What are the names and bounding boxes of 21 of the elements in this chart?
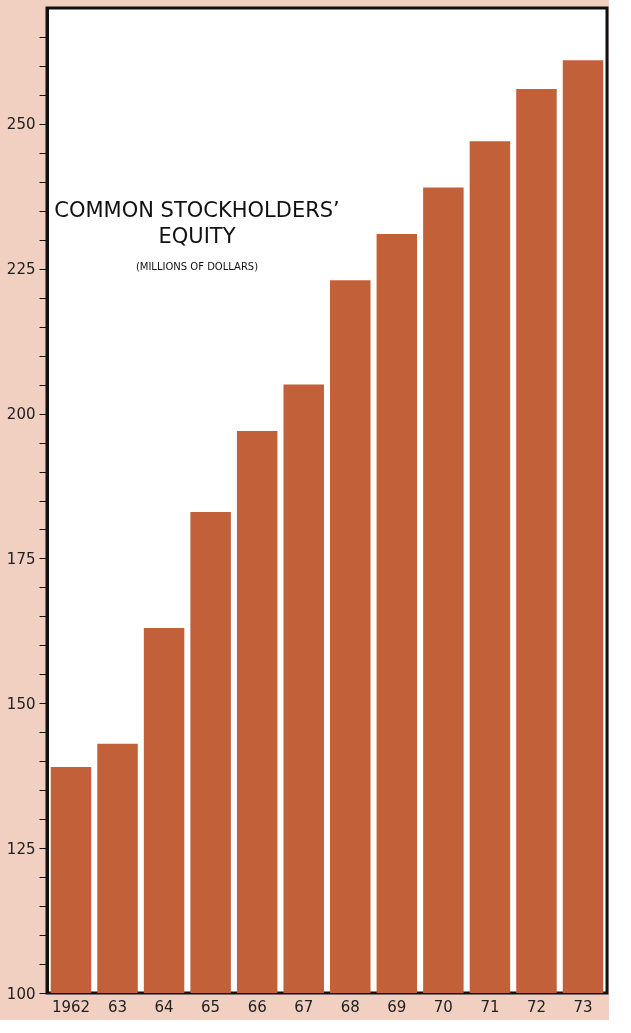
x-tick-label: 65 — [201, 997, 221, 1016]
y-tick-label: 225 — [6, 260, 36, 279]
x-tick-label: 73 — [573, 997, 593, 1016]
y-tick-label: 150 — [6, 694, 36, 713]
x-tick-label: 69 — [387, 997, 407, 1016]
x-tick-label: 72 — [526, 997, 547, 1016]
x-tick-label: 1962 — [51, 997, 91, 1016]
x-tick-label: 66 — [247, 997, 267, 1016]
x-tick-label: 67 — [294, 997, 314, 1016]
y-tick-label: 175 — [6, 549, 36, 568]
text: COMMON STOCKHOLDERS’ EQUITY — [54, 198, 340, 248]
x-tick-label: 63 — [107, 997, 128, 1016]
y-tick-label: 200 — [6, 405, 36, 424]
x-tick-label: 68 — [340, 997, 360, 1016]
x-tick-label: 70 — [433, 997, 453, 1016]
y-tick-label: 250 — [6, 115, 36, 134]
text: (MILLIONS OF DOLLARS) — [135, 261, 259, 272]
x-tick-label: 64 — [154, 997, 174, 1016]
x-tick-label: 71 — [480, 997, 500, 1016]
y-tick-label: 125 — [6, 839, 36, 858]
y-tick-label: 100 — [6, 984, 36, 1003]
